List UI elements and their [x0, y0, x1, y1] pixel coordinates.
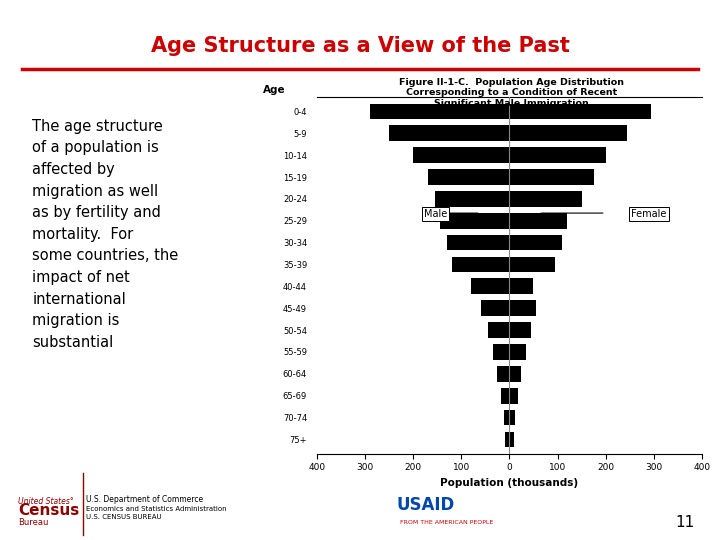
Bar — [510, 147, 606, 163]
Bar — [451, 256, 510, 272]
Bar — [389, 125, 510, 141]
X-axis label: Population (thousands): Population (thousands) — [441, 478, 578, 488]
Bar — [503, 410, 510, 426]
Text: Female: Female — [631, 209, 667, 219]
Bar — [510, 300, 536, 316]
Text: Census: Census — [18, 503, 79, 518]
Text: Economics and Statistics Administration: Economics and Statistics Administration — [86, 505, 227, 512]
Bar — [510, 125, 627, 141]
Bar — [440, 213, 510, 228]
Bar — [413, 147, 510, 163]
Text: United States°: United States° — [18, 497, 73, 505]
Bar — [510, 279, 534, 294]
Bar — [510, 431, 514, 447]
Bar — [505, 431, 510, 447]
Bar — [510, 169, 594, 185]
Text: U.S. CENSUS BUREAU: U.S. CENSUS BUREAU — [86, 514, 162, 521]
Text: FROM THE AMERICAN PEOPLE: FROM THE AMERICAN PEOPLE — [400, 520, 493, 525]
Bar — [428, 169, 510, 185]
Bar — [510, 388, 518, 403]
Text: Corresponding to a Condition of Recent: Corresponding to a Condition of Recent — [405, 89, 617, 97]
Bar — [510, 344, 526, 360]
Bar — [492, 344, 510, 360]
Text: Figure II-1-C.  Population Age Distribution: Figure II-1-C. Population Age Distributi… — [399, 78, 624, 86]
Bar — [510, 104, 652, 119]
Bar — [370, 104, 510, 119]
Bar — [510, 235, 562, 251]
Bar — [471, 279, 510, 294]
Text: Significant Male Immigration: Significant Male Immigration — [434, 99, 588, 108]
Text: Bureau: Bureau — [18, 518, 48, 527]
Bar — [510, 410, 516, 426]
Text: The age structure
of a population is
affected by
migration as well
as by fertili: The age structure of a population is aff… — [32, 119, 179, 350]
Text: USAID: USAID — [396, 496, 454, 514]
Bar — [487, 322, 510, 338]
Bar — [510, 213, 567, 228]
Bar — [447, 235, 510, 251]
Bar — [435, 191, 510, 207]
Bar — [480, 300, 510, 316]
Bar — [498, 366, 510, 382]
Bar — [510, 366, 521, 382]
Bar — [510, 191, 582, 207]
Text: 11: 11 — [675, 515, 695, 530]
Bar — [510, 256, 555, 272]
Text: Age: Age — [263, 85, 286, 96]
Bar — [500, 388, 510, 403]
Text: U.S. Department of Commerce: U.S. Department of Commerce — [86, 495, 204, 504]
Text: Age Structure as a View of the Past: Age Structure as a View of the Past — [150, 36, 570, 56]
Text: Male: Male — [423, 209, 447, 219]
Bar — [510, 322, 531, 338]
